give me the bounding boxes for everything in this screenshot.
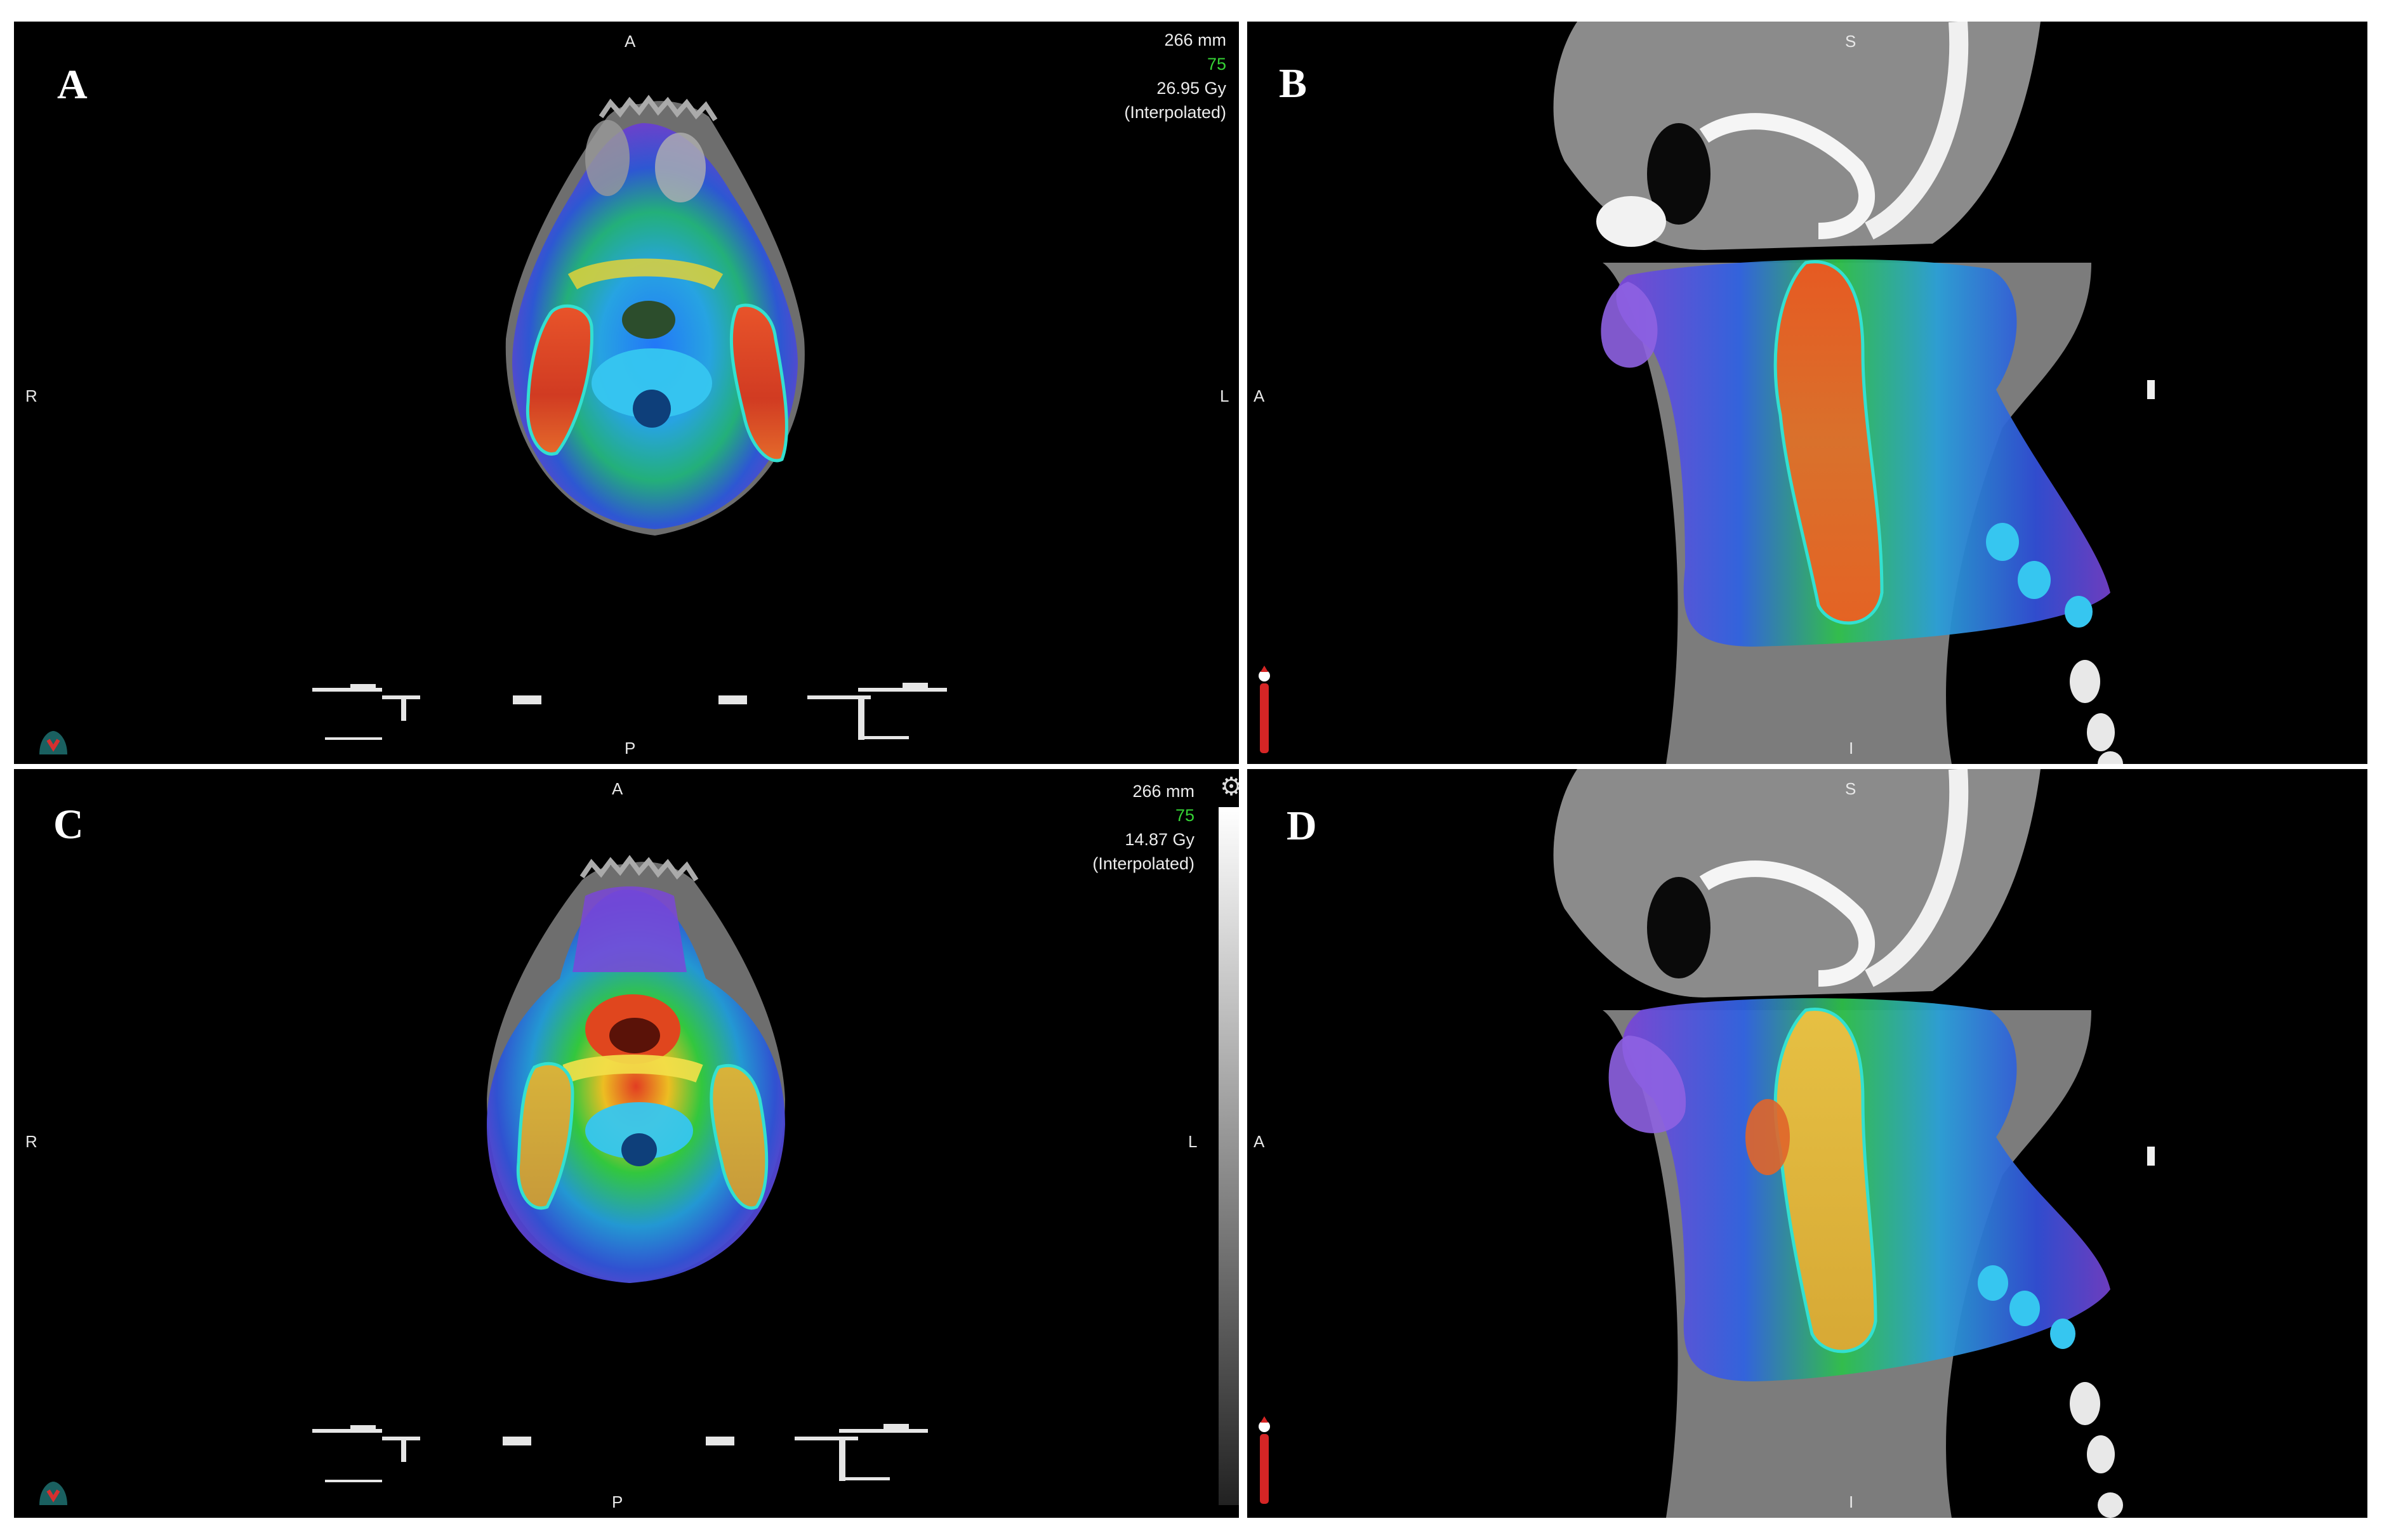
orientation-bottom-label: I — [1849, 1492, 1854, 1511]
treatment-couch — [312, 1424, 928, 1482]
dose-wash — [487, 890, 785, 1283]
gear-icon[interactable]: ⚙ — [1220, 773, 1239, 801]
vertebra-3 — [2065, 596, 2093, 628]
orientation-bottom-label: I — [1849, 739, 1854, 758]
viewport-axial-c[interactable]: ⚙ C A P R L 266 mm 75 14.87 Gy (Interpol… — [14, 769, 1239, 1518]
vertebra-2 — [2009, 1291, 2040, 1326]
vertebra-2 — [2018, 561, 2051, 599]
head-orientation-icon[interactable] — [34, 726, 72, 758]
vertebra-3 — [2050, 1319, 2075, 1349]
orientation-bottom-label: P — [625, 739, 636, 758]
orientation-top-label: A — [612, 779, 623, 798]
depth-value: 266 mm — [1132, 782, 1194, 801]
sagittal-scan-image — [1553, 769, 2155, 1518]
panel-label: D — [1287, 803, 1317, 849]
dose-value: 14.87 Gy — [1125, 830, 1194, 849]
panel-label: A — [57, 62, 88, 108]
sinus — [1647, 123, 1710, 225]
panel-label: B — [1279, 60, 1307, 107]
orientation-top-label: S — [1845, 32, 1856, 51]
orientation-left-label: R — [25, 386, 37, 405]
skull-bone — [1865, 22, 1969, 240]
teeth — [579, 855, 699, 882]
mandible-right — [655, 133, 706, 202]
parotid-right — [516, 1062, 574, 1210]
viewport-axial-a[interactable]: A A P R L 266 mm 75 26.95 Gy (Interpolat… — [14, 22, 1239, 764]
axial-scan-image — [312, 855, 928, 1482]
airway — [609, 1018, 660, 1053]
slice-number: 75 — [1207, 55, 1226, 74]
spinal-canal — [621, 1133, 657, 1166]
interpolation-mode: (Interpolated) — [1092, 854, 1194, 873]
body-mannequin-icon[interactable] — [1255, 1416, 1274, 1511]
orientation-right-label: L — [1220, 386, 1229, 405]
dose-hotspot — [1745, 1099, 1790, 1175]
vertebra — [585, 1102, 693, 1159]
marker — [2147, 1147, 2155, 1166]
treatment-couch — [312, 683, 947, 740]
mandible-left — [585, 120, 630, 196]
orientation-left-label: A — [1254, 1132, 1265, 1151]
interpolation-mode: (Interpolated) — [1124, 103, 1226, 122]
sagittal-scan-image — [1553, 22, 2155, 764]
dose-readout: 266 mm 75 26.95 Gy (Interpolated) — [1124, 28, 1226, 124]
orientation-bottom-label: P — [612, 1492, 623, 1511]
dose-value: 26.95 Gy — [1156, 79, 1226, 98]
panel-label: C — [53, 801, 84, 848]
spinal-canal — [633, 390, 671, 428]
parotid-left — [710, 1063, 769, 1210]
slice-number: 75 — [1175, 806, 1194, 825]
parotid-right — [526, 304, 593, 456]
viewport-sagittal-d[interactable]: D S I A — [1247, 769, 2367, 1518]
target-volume — [1773, 260, 1884, 625]
jaw-bone — [1596, 196, 1666, 247]
dose-readout: 266 mm 75 14.87 Gy (Interpolated) — [1092, 779, 1194, 876]
marker — [2147, 380, 2155, 399]
orientation-top-label: A — [625, 32, 636, 51]
viewport-sagittal-b[interactable]: B S I A — [1247, 22, 2367, 764]
orientation-left-label: A — [1254, 386, 1265, 405]
sinus — [1647, 877, 1710, 978]
orientation-left-label: R — [25, 1132, 37, 1151]
head-orientation-icon[interactable] — [34, 1477, 72, 1508]
vertebra — [592, 348, 712, 418]
orientation-right-label: L — [1188, 1132, 1198, 1151]
parotid-left — [729, 303, 788, 463]
vertebra-1 — [1978, 1265, 2008, 1301]
window-level-bar[interactable] — [1219, 807, 1239, 1505]
airway — [622, 301, 675, 339]
depth-value: 266 mm — [1164, 30, 1226, 49]
axial-scan-image — [312, 95, 947, 740]
vertebra-1 — [1986, 523, 2019, 561]
orientation-top-label: S — [1845, 779, 1856, 798]
teeth — [599, 95, 718, 122]
body-mannequin-icon[interactable] — [1255, 666, 1274, 761]
skull-bone — [1865, 769, 1969, 987]
